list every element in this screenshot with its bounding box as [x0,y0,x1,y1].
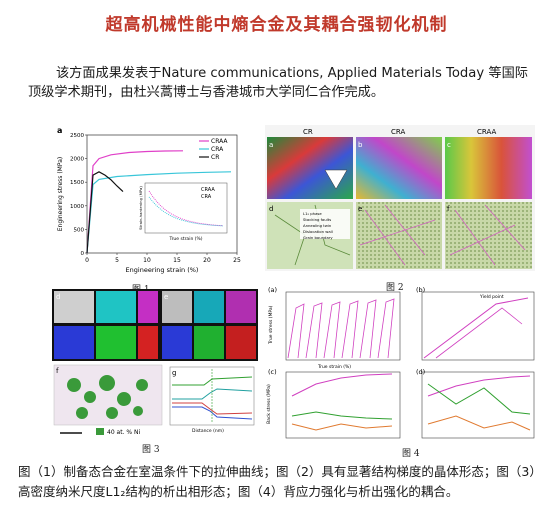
panel-c-label: c [447,141,451,149]
ipf-legend-triangle [324,169,348,190]
haadf-map-2 [162,291,192,323]
figure-caption: 图（1）制备态合金在室温条件下的拉伸曲线；图（2）具有显著结构梯度的晶体形态；图… [18,464,536,499]
inset-y-label: Strain-hardening (MPa) [138,186,143,230]
x-tick-label: 15 [173,257,181,264]
figure-4-label: 图 4 [402,449,420,459]
stress-strain-chart: a 0 5 10 15 20 25 0 500 1000 1500 2000 2500 Engineeri… [57,126,241,274]
panel-e3-label: e [164,293,168,301]
x-tick-label: 10 [143,257,151,264]
element-map-blue-2 [162,326,192,359]
inset-series-craa [148,190,224,227]
haadf-map-1 [54,291,94,323]
legend-label-cr: CR [211,154,219,161]
plot-c-ylabel: Back stress (MPa) [266,384,272,424]
legend-dislocation: Dislocation wall [303,229,333,234]
y-tick-label: 500 [74,227,85,233]
element-map-magenta-1 [138,291,158,323]
legend-label-cra: CRA [211,146,224,153]
intro-paragraph: 该方面成果发表于Nature communications, Applied M… [28,66,528,100]
x-axis-label: Engineering strain (%) [126,266,199,274]
ebsd-map-cr [267,137,353,199]
panel-4d-label: (d) [416,368,425,376]
microstructure-maps: CR CRA CRAA a b c L1₂ phase Stacking fau… [267,128,532,269]
panel-f-label: f [447,205,450,213]
apt-maps: d e f 40 at. % Ni g Distance (nm) [52,289,258,436]
panel-4c-label: (c) [268,368,277,376]
element-map-magenta-2 [226,291,256,323]
figure-3-panel: d e f 40 at. % Ni g Distance (nm) [52,289,258,439]
element-map-green-1 [96,326,136,359]
y-tick-label: 1000 [70,204,84,210]
panel-b-label: b [358,141,363,149]
x-tick-label: 5 [115,257,119,264]
panel-4b-label: (b) [416,286,425,294]
panel-f3-label: f [56,367,59,375]
panel-g3-label: g [172,369,176,377]
yield-point-label: Yield point [479,294,504,300]
panel-d3-label: d [56,293,60,301]
x-tick-label: 0 [85,257,89,264]
y-tick-label: 2500 [70,133,84,139]
back-stress-plots: (a) True strain (%) True stress (MPa) (b… [266,286,535,439]
legend-label-craa: CRAA [211,138,228,145]
y-tick-label: 1500 [70,180,84,186]
element-map-cyan-2 [194,291,224,323]
iso-label: 40 at. % Ni [107,429,140,436]
schematic-cra [356,202,442,269]
iso-swatch [96,428,104,435]
ebsd-map-craa [445,137,532,199]
element-map-blue-1 [54,326,94,359]
y-tick-label: 2000 [70,157,84,163]
element-map-red-1 [138,326,158,359]
column-cr-label: CR [303,128,313,136]
element-map-red-2 [226,326,256,359]
legend-l12: L1₂ phase [303,211,322,216]
panel-e-label: e [358,205,362,213]
element-map-cyan-1 [96,291,136,323]
figure-1-panel: a 0 5 10 15 20 25 0 500 1000 1500 2000 2500 Engineeri… [55,125,245,280]
plot-d-frame [421,371,535,439]
schematic-craa [445,202,532,269]
legend-twin: Annealing twin [303,223,332,228]
figure-4-panel: (a) True strain (%) True stress (MPa) (b… [266,284,538,444]
precipitates [67,375,148,419]
inset-legend-craa: CRAA [201,187,215,193]
x-tick-label: 20 [203,257,211,264]
plot-a-xlabel: True strain (%) [317,364,351,370]
panel-a-label: a [57,126,62,135]
legend-stacking: Stacking faults [303,217,331,222]
element-map-green-2 [194,326,224,359]
panel-a-label: a [269,141,273,149]
series-line-cr [86,171,124,254]
x-tick-label: 25 [233,257,241,264]
inset-x-label: True strain (%) [168,236,202,242]
schematic-legend [300,209,350,239]
column-craa-label: CRAA [477,128,496,136]
ebsd-map-cra [356,137,442,199]
figure-2-panel: CR CRA CRAA a b c L1₂ phase Stacking fau… [265,125,535,271]
plot-c-frame [285,371,401,439]
series-line-craa [86,150,184,254]
column-cra-label: CRA [391,128,405,136]
legend-grain: Grain boundary [303,235,333,240]
y-axis-label: Engineering stress (MPa) [57,157,64,231]
inset-legend-cra: CRA [201,194,212,200]
figure-3-label: 图 3 [142,445,160,455]
figure-2-label: 图 2 [386,283,404,293]
page-title: 超高机械性能中熵合金及其耦合强韧化机制 [105,15,448,35]
plot-a-ylabel: True stress (MPa) [268,305,274,345]
y-tick-label: 0 [81,251,85,257]
panel-4a-label: (a) [268,286,277,294]
panel-d-label: d [269,205,273,213]
inset-series-cra [148,196,224,227]
concentration-xlabel: Distance (nm) [192,428,224,434]
series-line-cra [86,171,232,254]
